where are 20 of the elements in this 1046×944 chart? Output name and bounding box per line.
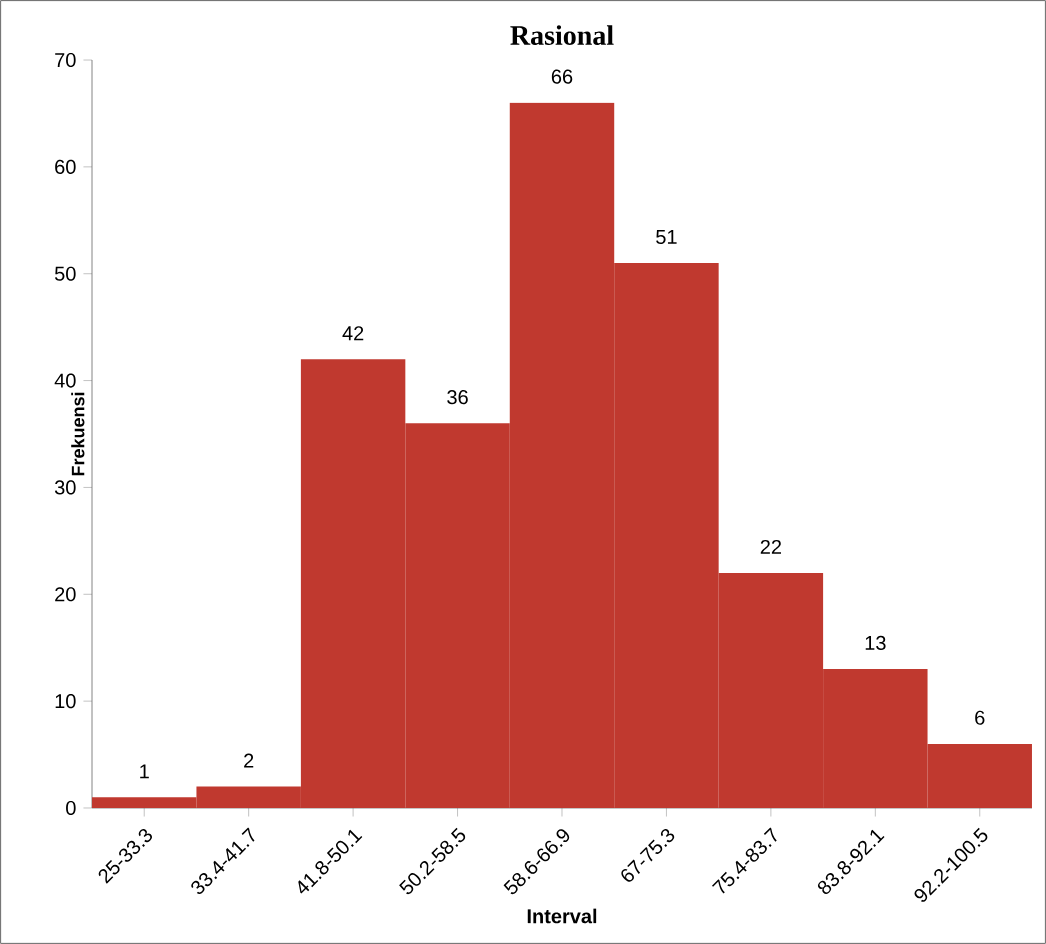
data-label: 13	[865, 635, 886, 651]
y-axis-title: Frekuensi	[71, 392, 85, 476]
y-tick-label: 10	[55, 694, 76, 709]
y-tick-label: 40	[54, 373, 76, 388]
data-label: 2	[244, 753, 254, 768]
data-label: 66	[551, 69, 573, 84]
y-tick-label: 20	[55, 587, 76, 602]
data-label: 22	[760, 539, 782, 554]
y-tick-label: 60	[55, 159, 76, 174]
data-label: 6	[975, 710, 985, 725]
data-label: 51	[656, 230, 677, 244]
chart-title: Rasional	[510, 25, 614, 45]
y-tick-label: 0	[66, 800, 76, 816]
y-tick-label: 70	[55, 52, 76, 68]
data-label: 42	[342, 326, 364, 341]
data-label: 36	[447, 390, 468, 405]
y-tick-label: 30	[54, 480, 76, 495]
x-axis-title: Interval	[527, 908, 597, 924]
y-tick-label: 50	[54, 266, 76, 281]
data-label: 1	[140, 764, 149, 779]
